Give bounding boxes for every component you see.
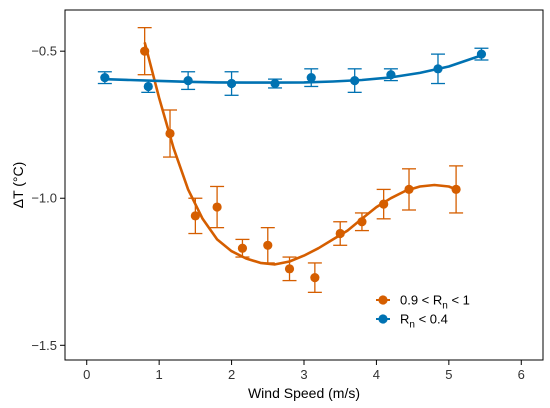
legend-label-subscript: n: [409, 320, 415, 331]
x-tick-label: 2: [228, 367, 235, 382]
data-point-series-1: [335, 228, 345, 239]
error-bars: [97, 26, 489, 294]
data-point-series-2: [143, 81, 153, 92]
data-point-series-1: [212, 202, 222, 212]
data-point-series-2: [270, 78, 280, 89]
fit-curves: [101, 42, 486, 266]
data-point-series-2: [386, 70, 396, 80]
x-axis-title: Wind Speed (m/s): [248, 385, 360, 401]
data-point-series-2: [183, 75, 193, 86]
data-points: [100, 46, 487, 283]
data-point-series-2: [100, 73, 110, 83]
x-tick-label: 1: [156, 367, 163, 382]
data-point-series-1: [165, 128, 175, 139]
x-tick-label: 4: [373, 367, 380, 382]
data-point-series-2: [226, 78, 237, 89]
y-tick-label: −1.5: [31, 338, 57, 353]
data-point-series-1: [451, 184, 461, 195]
legend-label-part: 0.9 < R: [400, 293, 442, 308]
legend-label: 0.9 < Rn < 1: [400, 293, 470, 312]
data-point-series-1: [357, 217, 367, 227]
legend: 0.9 < Rn < 1Rn < 0.4: [376, 293, 470, 331]
data-point-series-1: [284, 264, 295, 274]
legend-label-part: < 0.4: [415, 312, 448, 327]
x-tick-label: 5: [445, 367, 452, 382]
data-point-series-2: [476, 49, 487, 59]
data-point-series-1: [237, 243, 248, 253]
data-point-series-1: [379, 199, 389, 209]
data-point-series-1: [404, 184, 414, 195]
legend-label: Rn < 0.4: [400, 312, 448, 331]
legend-label-part: < 1: [448, 293, 470, 308]
data-point-series-2: [433, 64, 443, 74]
plot-frame: [64, 9, 544, 361]
data-point-series-1: [263, 240, 273, 250]
y-tick-label: −0.5: [31, 44, 57, 59]
y-tick-label: −1.0: [31, 191, 57, 206]
data-point-series-1: [140, 46, 150, 56]
legend-marker: [378, 295, 388, 305]
x-tick-label: 6: [518, 367, 525, 382]
data-point-series-1: [310, 273, 320, 283]
x-tick-label: 3: [300, 367, 307, 382]
legend-label-part: R: [400, 312, 409, 327]
legend-marker: [378, 314, 388, 324]
legend-label-subscript: n: [442, 301, 448, 312]
fit-curve-series-2: [101, 52, 486, 84]
data-point-series-2: [350, 75, 360, 86]
data-point-series-2: [306, 73, 316, 83]
y-axis-title: ΔT (°C): [10, 162, 26, 209]
data-point-series-1: [190, 211, 200, 221]
axes: 0 1 2 3 4 5 6 −1.5 −1.0 −0.5: [31, 44, 525, 382]
x-tick-label: 0: [83, 367, 90, 382]
